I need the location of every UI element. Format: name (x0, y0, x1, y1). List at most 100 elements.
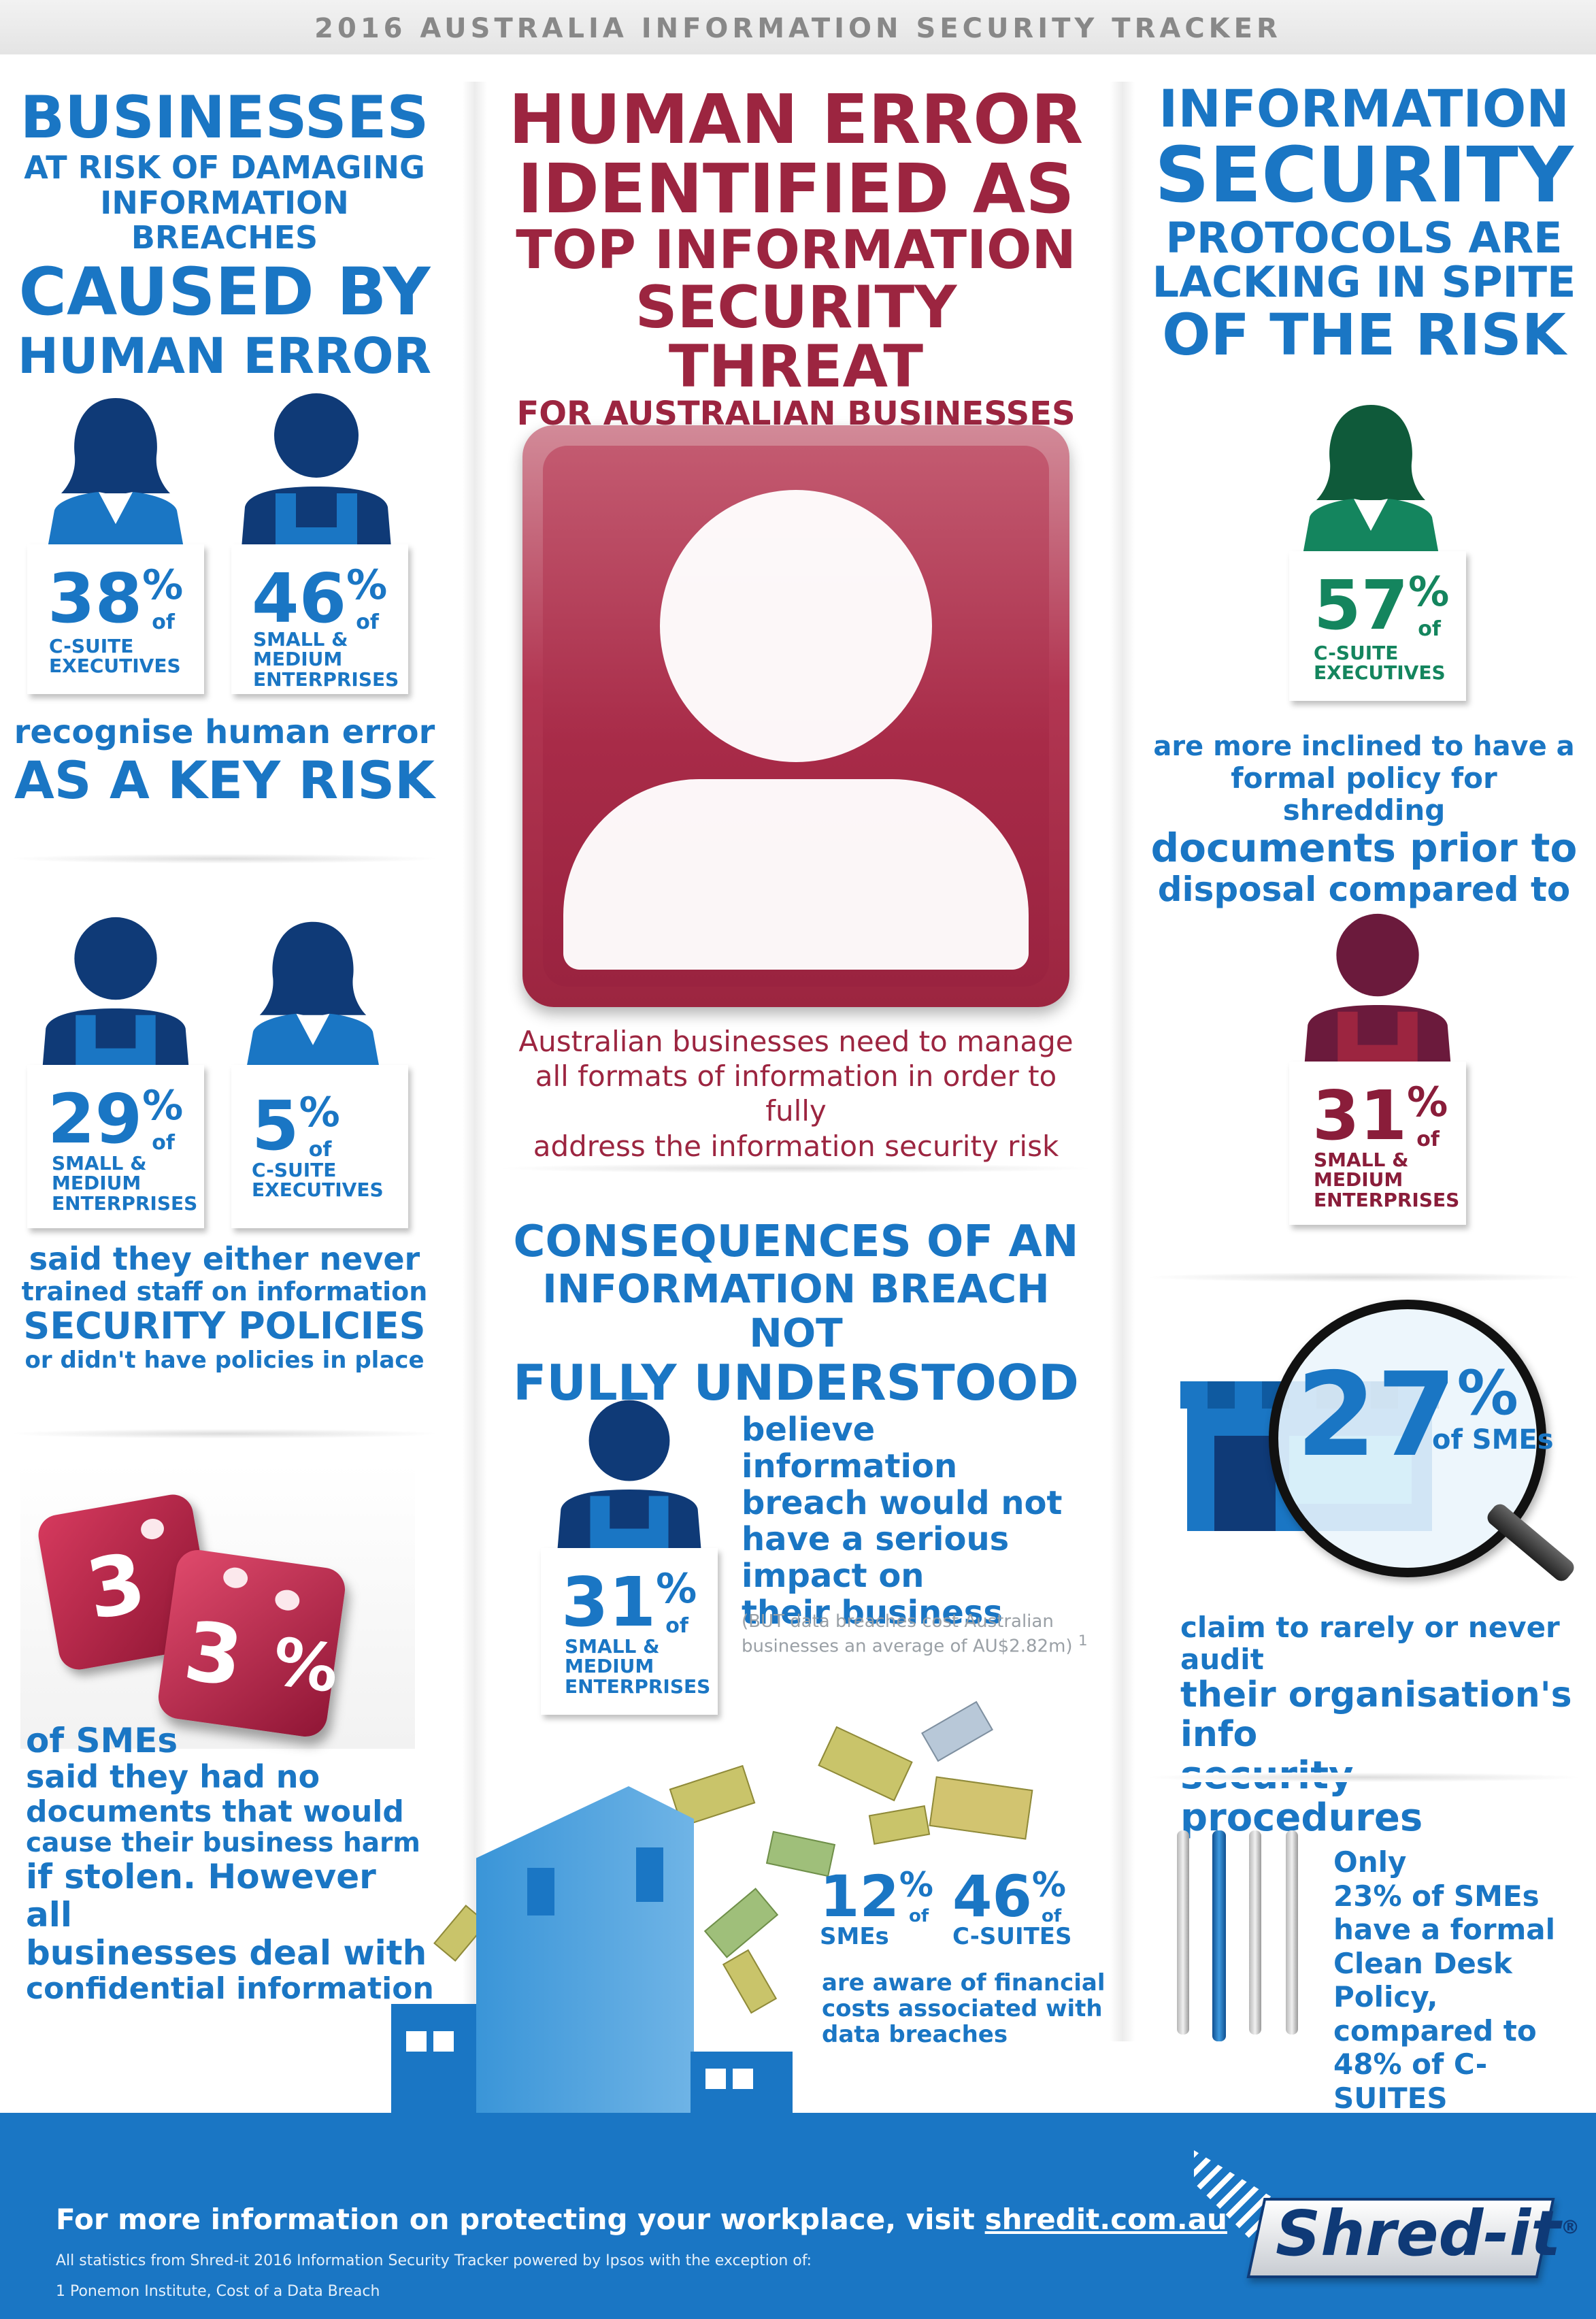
pct-sign: % (899, 1865, 934, 1905)
headline-line: FULLY UNDERSTOOD (513, 1353, 1079, 1411)
shred-it-logo: Shred-it® (1194, 2150, 1580, 2286)
text-line: believe information (742, 1411, 958, 1485)
of-label: of (152, 1131, 175, 1155)
text-line: their business (742, 1593, 1003, 1632)
stat-percentage: 31%of (561, 1568, 697, 1637)
text-line: said they either never (29, 1240, 420, 1277)
stat-percentage: 57%of (1314, 572, 1449, 640)
footer-cta: For more information on protecting your … (56, 2203, 1227, 2236)
stat-label-line: SMALL & (52, 1152, 147, 1174)
text-line: businesses deal with (26, 1933, 427, 1973)
profile-body (563, 779, 1029, 970)
text-line: 48% of C-SUITES (1333, 2047, 1488, 2115)
impact-footnote: (BUT data breaches cost Australian busin… (742, 1611, 1095, 1658)
headline-line: INFORMATION BREACHES (100, 184, 349, 257)
text-line: their organisation's info (1180, 1675, 1572, 1756)
center-caption: Australian businesses need to manage all… (503, 1024, 1088, 1164)
building-window (705, 2069, 726, 2089)
pct-sign: % (346, 561, 388, 609)
section-divider (1150, 1773, 1578, 1782)
headline-line: SECURITY THREAT (635, 273, 957, 401)
website-link[interactable]: shredit.com.au (984, 2203, 1227, 2236)
risk-text: recognise human error AS A KEY RISK (14, 714, 435, 809)
text-line: SECURITY POLICIES (23, 1304, 426, 1348)
building-tower (476, 1786, 694, 2113)
stat-value: 5 (252, 1086, 299, 1166)
stat-percentage: 46%of (952, 1868, 1072, 1925)
stat-label-line: C-SUITE (49, 635, 134, 657)
footnote-ref: 1 (1078, 1632, 1088, 1650)
stat-percentage: 38%of (48, 565, 183, 634)
section-divider (14, 1429, 435, 1438)
of-label: of (909, 1906, 929, 1926)
buildings-graphic (391, 1786, 799, 2113)
text-line: Clean Desk Policy, (1333, 1946, 1512, 2014)
die-two: 3 % (155, 1547, 348, 1740)
pct-sign: % (299, 1089, 340, 1136)
die-pip (139, 1517, 166, 1541)
stat-box-38: 38%of C-SUITE EXECUTIVES (27, 544, 204, 694)
stat-label: SMALL & MEDIUM ENTERPRISES (52, 1152, 197, 1214)
building-left (391, 2004, 480, 2113)
page-title: 2016 AUSTRALIA INFORMATION SECURITY TRAC… (314, 13, 1282, 44)
text-line: have a formal (1333, 1913, 1556, 1947)
headline-line: CONSEQUENCES OF AN (513, 1217, 1079, 1267)
female-person-icon (48, 398, 184, 548)
headline-line: SECURITY (1154, 131, 1574, 220)
headline-line: HUMAN ERROR (17, 327, 432, 385)
stat-label-line: MEDIUM (565, 1655, 654, 1678)
stat-label-line: ENTERPRISES (1314, 1188, 1460, 1211)
stat-box-57: 57%of C-SUITE EXECUTIVES (1289, 551, 1466, 701)
text-line: disposal compared to (1157, 869, 1571, 909)
user-profile-icon (522, 425, 1069, 1007)
left-headline: BUSINESSES AT RISK OF DAMAGING INFORMATI… (14, 85, 435, 384)
stat-label: SMEs (820, 1923, 889, 1950)
text-line: costs associated with (822, 1995, 1103, 2023)
aware-text: are aware of financial costs associated … (822, 1970, 1108, 2047)
headline-line: HUMAN ERROR (508, 80, 1084, 159)
stat-label: C-SUITE EXECUTIVES (252, 1160, 384, 1200)
text-line: security procedures (1180, 1754, 1423, 1841)
headline-line: TOP INFORMATION (516, 220, 1076, 281)
stat-value: 31 (561, 1562, 656, 1642)
stat-value: 46 (952, 1863, 1032, 1930)
stat-label-line: SMALL & (253, 628, 348, 651)
building-window (636, 1847, 663, 1902)
die-number: 3 (80, 1535, 152, 1639)
headline-line: BUSINESSES (20, 84, 429, 152)
headline-line: AT RISK OF DAMAGING (24, 149, 425, 186)
pen-icon (1212, 1830, 1226, 2041)
of-label: of (152, 610, 175, 634)
text-line: confidential information (26, 1971, 434, 2007)
section-divider (14, 854, 435, 864)
desk-text: Only 23% of SMEs have a formal Clean Des… (1333, 1845, 1592, 2115)
consequences-headline: CONSEQUENCES OF AN INFORMATION BREACH NO… (503, 1217, 1088, 1411)
text-line: recognise human error (14, 713, 435, 751)
die-number: 3 (178, 1604, 248, 1706)
stat-12-smes: 12%of SMEs (820, 1868, 933, 1950)
stat-value: 31 (1312, 1076, 1408, 1155)
stat-value: 38 (48, 559, 143, 638)
pct-sign: % (656, 1565, 697, 1613)
stat-label-line: EXECUTIVES (49, 655, 181, 678)
footer: For more information on protecting your … (0, 2113, 1596, 2319)
stat-label: C-SUITE EXECUTIVES (49, 636, 181, 676)
male-person-icon (242, 393, 391, 548)
stat-46-csuites: 46%of C-SUITES (952, 1868, 1072, 1950)
footer-source-note: All statistics from Shred-it 2016 Inform… (56, 2252, 812, 2269)
text-line: breach would not (742, 1483, 1063, 1522)
pen-icon (1177, 1830, 1189, 2035)
of-label: of (356, 610, 379, 634)
stat-value: 12 (820, 1863, 899, 1930)
text-line: documents prior to (1150, 824, 1578, 871)
headline-line: INFORMATION BREACH NOT (542, 1265, 1050, 1356)
stat-percentage: 29%of (48, 1085, 183, 1155)
stat-percentage: 12%of (820, 1868, 933, 1926)
footer-citation: 1 Ponemon Institute, Cost of a Data Brea… (56, 2283, 380, 2300)
stat-value: 29 (48, 1079, 143, 1159)
audit-stat: 27% of SMEs (1296, 1358, 1554, 1473)
stat-label: SMALL & MEDIUM ENTERPRISES (1314, 1150, 1460, 1211)
text-line: claim to rarely or never audit (1180, 1611, 1560, 1677)
stat-label: C-SUITES (952, 1923, 1072, 1950)
pens-graphic (1170, 1830, 1320, 2075)
